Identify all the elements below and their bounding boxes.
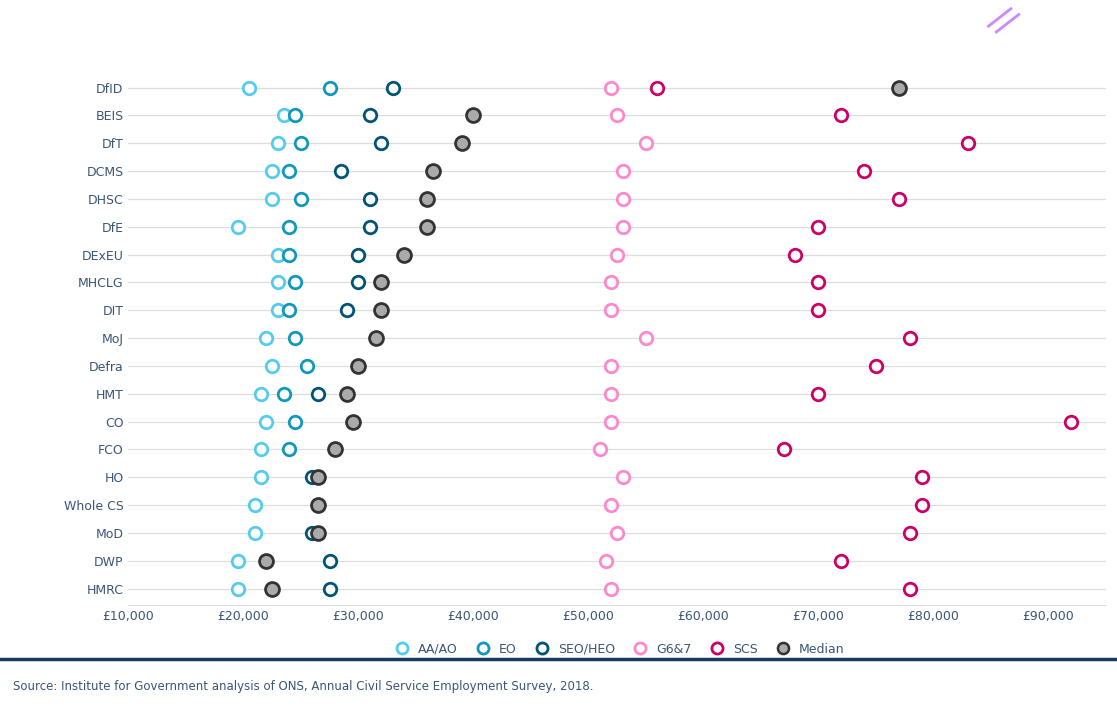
Text: IfG: IfG (1044, 16, 1099, 48)
Text: Source: Institute for Government analysis of ONS, Annual Civil Service Employmen: Source: Institute for Government analysi… (13, 680, 594, 693)
Legend: AA/AO, EO, SEO/HEO, G6&7, SCS, Median: AA/AO, EO, SEO/HEO, G6&7, SCS, Median (384, 638, 850, 661)
Text: Median pay by department and grade, 2018: Median pay by department and grade, 2018 (13, 22, 531, 42)
